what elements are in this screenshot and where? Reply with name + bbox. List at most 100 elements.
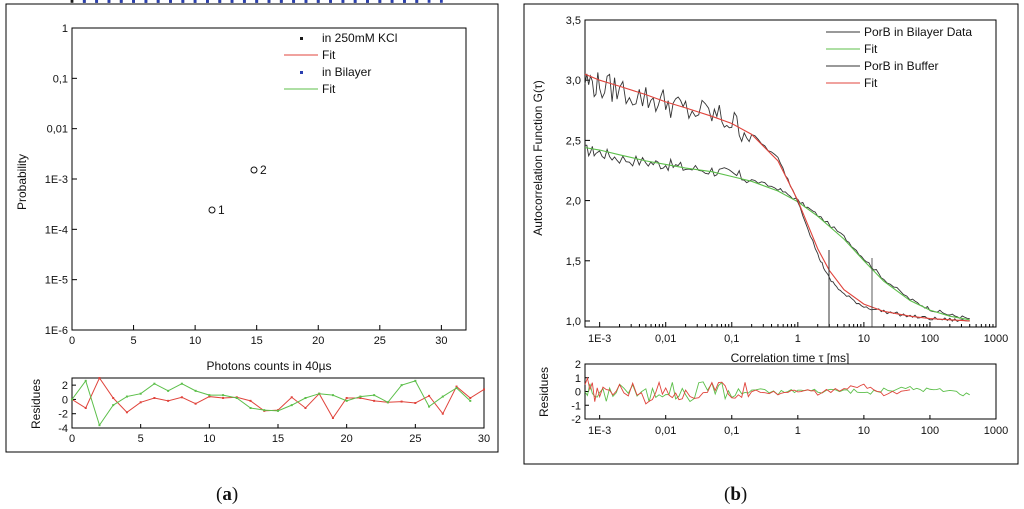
a-data-point <box>316 0 320 3</box>
a-data-point <box>70 0 74 3</box>
annotation-1-label: 1 <box>218 203 225 217</box>
a-x-tick-label: 10 <box>189 335 201 347</box>
a-residue-point <box>441 412 444 415</box>
a-residue-point <box>290 396 293 399</box>
a-residue-point <box>331 417 334 419</box>
a-residue-line-0 <box>71 376 485 419</box>
a-residue-point <box>208 394 211 397</box>
a-residue-point <box>222 397 225 399</box>
a-residue-point <box>483 388 485 391</box>
a-data-point <box>341 0 345 3</box>
a-y-tick-label: 1E-4 <box>45 224 68 236</box>
b-y-tick-label: 1,0 <box>566 316 581 328</box>
b-res-y-tick-label: 0 <box>575 387 581 399</box>
b-res-y-tick-label: -2 <box>571 414 581 426</box>
a-residue-point <box>290 404 293 407</box>
b-res-y-tick-label: -1 <box>571 400 581 412</box>
a-residue-point <box>414 402 417 404</box>
a-residue-point <box>125 395 128 398</box>
b-series-line-2 <box>584 72 970 322</box>
caption-b: (b) <box>724 484 747 505</box>
b-series-line-3 <box>584 73 970 322</box>
a-data-point <box>206 0 209 3</box>
a-data-point <box>193 0 197 3</box>
a-residue-point <box>428 394 431 397</box>
a-x-tick-label: 20 <box>312 335 324 347</box>
a-residue-point <box>84 407 87 409</box>
a-data-point <box>169 0 172 3</box>
a-residue-point <box>153 397 156 399</box>
a-residue-point <box>400 384 403 387</box>
a-xlabel: Photons counts in 40µs <box>207 359 332 373</box>
a-residue-point <box>455 387 458 389</box>
caption-a: (a) <box>216 484 238 505</box>
annotation-2-label: 2 <box>260 163 267 177</box>
a-y-tick-label: 0,1 <box>53 73 68 85</box>
b-res-x-tick-label: 1 <box>795 425 801 437</box>
a-res-y-tick-label: -4 <box>58 423 68 435</box>
b-x-tick-label: 100 <box>921 333 939 345</box>
a-residue-point <box>359 395 362 398</box>
a-residue-point <box>167 399 170 402</box>
b-res-x-tick-label: 1E-3 <box>588 425 611 437</box>
a-data-point <box>304 0 308 3</box>
a-data-point <box>82 0 86 3</box>
a-data-point <box>95 0 99 3</box>
b-res-y-tick-label: 1 <box>575 373 581 385</box>
a-res-x-tick-label: 30 <box>478 433 490 445</box>
a-data-point <box>415 0 419 3</box>
b-res-x-tick-label: 0,01 <box>655 425 676 437</box>
a-residue-point <box>194 389 197 392</box>
b-x-tick-label: 1E-3 <box>588 333 611 345</box>
a-res-y-tick-label: 0 <box>62 394 68 406</box>
a-legend: in 250mM KCl Fit in Bilayer Fit <box>284 31 397 96</box>
a-data-point <box>242 0 246 3</box>
a-residue-point <box>208 395 211 398</box>
a-data-point <box>144 0 148 3</box>
a-residue-point <box>180 396 183 399</box>
a-x-tick-label: 0 <box>69 335 75 347</box>
a-residue-point <box>455 385 458 388</box>
a-data-point <box>329 0 332 3</box>
panel-a-frame <box>5 3 499 453</box>
b-residues-ylabel: Residues <box>537 367 551 417</box>
a-residue-point <box>249 407 252 409</box>
b-res-x-tick-label: 1000 <box>984 425 1008 437</box>
b-y-tick-label: 2,0 <box>566 196 581 208</box>
a-data-point <box>119 0 123 3</box>
a-data-point <box>403 0 406 3</box>
a-data-point <box>378 0 382 3</box>
a-residue-point <box>414 379 417 382</box>
a-residues-plot-area <box>71 377 485 429</box>
a-x-tick-label: 30 <box>435 335 447 347</box>
b-series-line-1 <box>584 147 970 321</box>
b-y-tick-label: 1,5 <box>566 256 581 268</box>
a-legend-marker-kcl <box>300 37 303 40</box>
a-residues-ylabel: Residues <box>29 379 43 429</box>
panel-b-frame <box>523 3 1019 465</box>
a-residue-point <box>359 397 362 399</box>
a-residue-point <box>125 411 128 414</box>
a-res-y-tick-label: -2 <box>58 409 68 421</box>
b-legend: PorB in Bilayer Data Fit PorB in Buffer … <box>826 25 972 90</box>
a-y-tick-label: 0,01 <box>47 124 68 136</box>
a-residue-point <box>84 379 87 382</box>
a-residue-point <box>139 392 142 395</box>
a-residue-point <box>153 382 156 385</box>
a-residue-point <box>469 397 472 399</box>
a-y-tick-label: 1E-6 <box>45 325 68 337</box>
b-xlabel: Correlation time τ [ms] <box>731 351 850 365</box>
a-residue-point <box>331 394 334 397</box>
a-residue-point <box>180 382 183 385</box>
a-data-point <box>156 0 160 3</box>
b-legend-label-bilayer-fit: Fit <box>864 42 878 56</box>
a-residue-point <box>428 405 431 408</box>
a-y-tick-label: 1 <box>62 23 68 35</box>
a-res-y-tick-label: 2 <box>62 380 68 392</box>
a-legend-label-bilayer-fit: Fit <box>322 82 336 96</box>
a-res-x-tick-label: 15 <box>272 433 284 445</box>
a-residue-point <box>304 397 307 399</box>
a-x-tick-label: 15 <box>251 335 263 347</box>
a-legend-marker-bilayer <box>300 71 303 74</box>
